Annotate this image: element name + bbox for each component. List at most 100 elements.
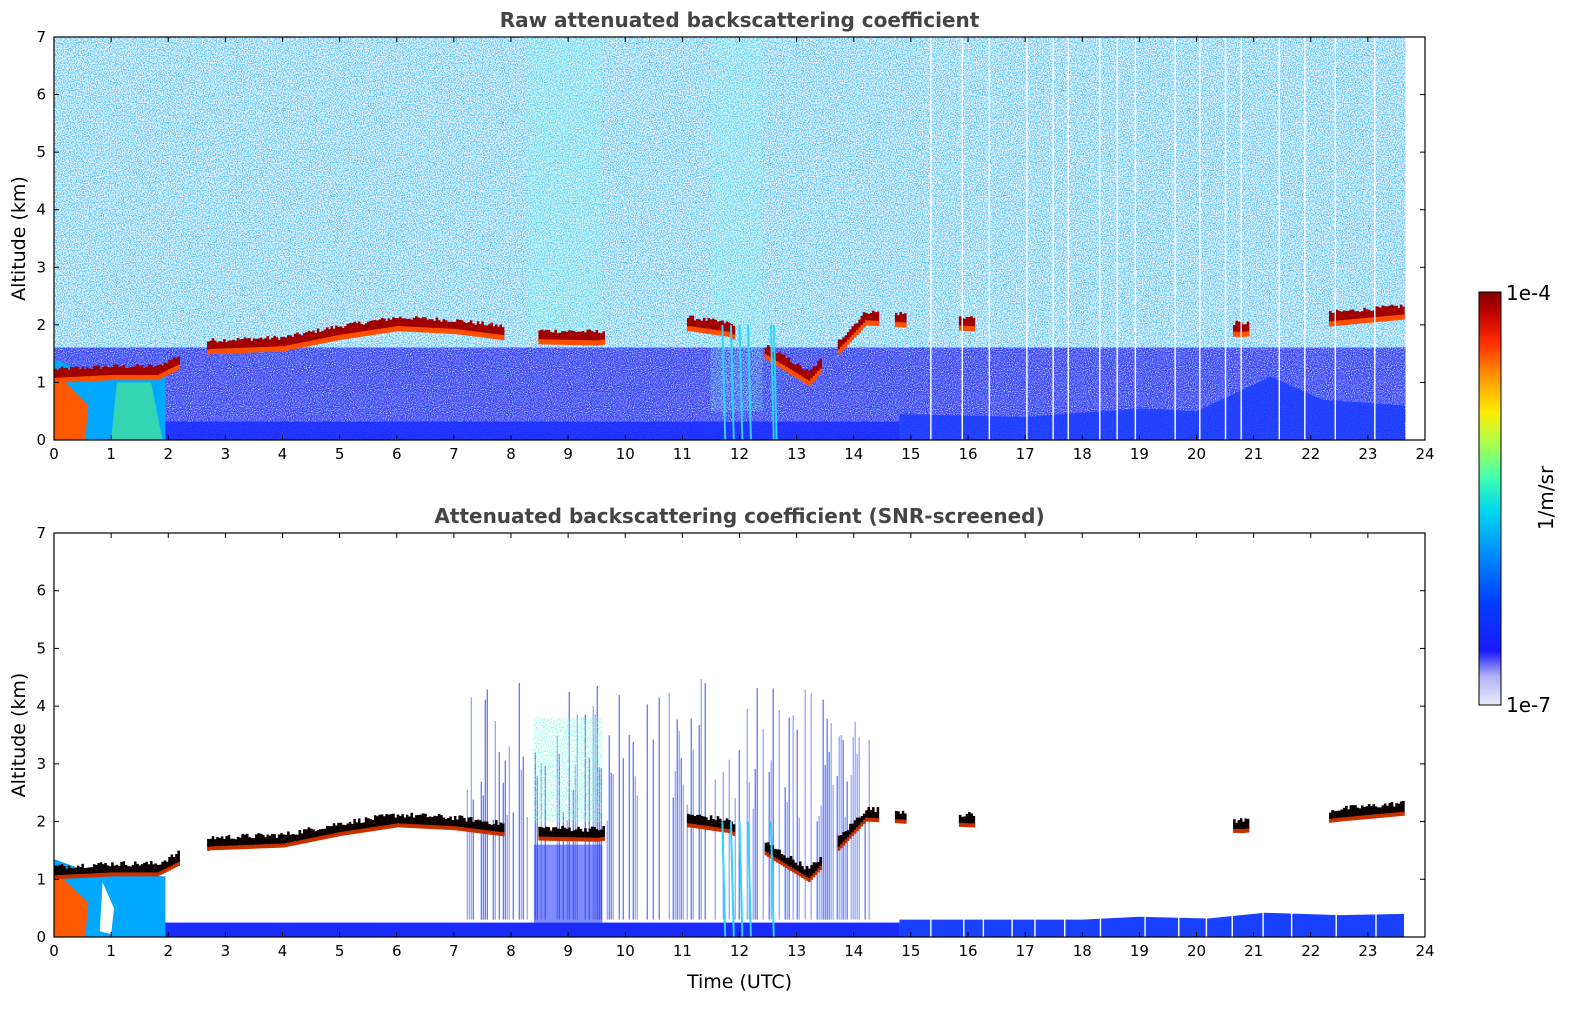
top-cloud-edge [501,334,505,341]
top-cloud-edge [1397,314,1401,321]
top-cloud-edge [373,329,377,335]
bottom-cloud-cell [1354,805,1357,818]
bottom-cloud-cell [367,818,370,829]
x-tick-label: 0 [49,445,59,463]
bottom-cloud-edge [769,854,772,859]
top-cloud-cell [1358,311,1362,321]
bottom-cloud-edge [76,874,80,879]
top-cloud-edge [844,342,848,348]
top-cloud-edge [117,374,121,381]
bottom-cloud-cell [145,861,148,874]
top-panel-title: Raw attenuated backscattering coefficien… [500,8,980,32]
bottom-cloud-cell [163,860,167,871]
bottom-cloud-edge [101,872,105,877]
bottom-cloud-edge [111,872,114,877]
bottom-cloud-edge [81,873,84,878]
top-cloud-cell [243,337,247,350]
bottom-boundary-layer [162,922,900,937]
bottom-cloud-edge [229,845,233,850]
top-cloud-cell [805,369,809,382]
top-cloud-cell [172,357,176,369]
top-cloud-cell [545,329,548,342]
bottom-cloud-edge [773,857,777,862]
bottom-cloud-cell [686,813,690,825]
top-cloud-edge [399,326,402,332]
top-cloud-cell [259,337,263,349]
bottom-cloud-edge [271,843,274,848]
top-cloud-cell [321,330,324,341]
top-cloud-cell [851,326,855,337]
bottom-cloud-edge [970,823,973,828]
top-cloud-edge [540,339,544,345]
top-cloud-cell [862,312,866,325]
bottom-cloud-edge [245,844,249,849]
bottom-cloud-edge [463,827,466,832]
top-cloud-cell [241,338,244,350]
y-tick-label: 1 [36,870,46,888]
top-cloud-edge [574,339,578,346]
top-cloud-edge [357,331,361,338]
bottom-cloud-cell [837,835,841,848]
x-tick-label: 22 [1301,445,1320,463]
top-cloud-edge [972,326,976,332]
bottom-cloud-edge [497,831,500,836]
bottom-cloud-cell [787,857,791,867]
top-cloud-edge [63,377,66,383]
top-cloud-cell [846,332,850,342]
y-tick-label: 4 [36,697,46,715]
top-cloud-edge [1335,320,1339,326]
bottom-cloud-cell [129,866,132,874]
bottom-cloud-cell [549,830,553,838]
bottom-cloud-edge [323,835,327,840]
bottom-cloud-cell [540,827,544,838]
top-cloud-edge [72,376,75,383]
top-cloud-edge [81,376,84,382]
bottom-cloud-edge [261,844,265,849]
bottom-cloud-edge [348,830,352,835]
top-cloud-cell [72,367,75,379]
bottom-cloud-edge [451,826,455,831]
bottom-cloud-cell [396,814,400,825]
top-cloud-cell [558,332,562,342]
top-cloud-cell [702,317,706,330]
top-cloud-edge [794,372,797,378]
top-cloud-edge [554,339,557,345]
bottom-cloud-edge [817,868,820,873]
bottom-cloud-edge [1372,814,1376,819]
bottom-cloud-edge [572,837,576,842]
top-convective-streak [738,324,744,441]
top-cloud-cell [392,317,395,329]
top-cloud-edge [785,366,788,372]
top-cloud-cell [1383,306,1387,318]
top-cloud-edge [435,327,439,334]
bottom-cloud-edge [1370,814,1373,819]
bottom-cloud-cell [872,807,875,820]
top-cloud-edge [367,330,370,336]
top-cloud-edge [483,332,487,338]
top-cloud-edge [74,376,78,382]
bottom-cloud-edge [83,873,87,878]
bottom-cloud-cell [570,831,573,839]
top-cloud-cell [1361,311,1364,320]
top-cloud-edge [696,327,699,333]
top-cloud-cell [108,367,112,377]
top-cloud-edge [456,329,459,335]
bottom-cloud-cell [709,815,713,828]
top-cloud-cell [408,318,411,329]
top-cloud-edge [447,328,450,334]
top-cloud-edge [570,339,573,346]
x-tick-label: 0 [49,942,59,960]
bottom-cloud-edge [335,832,338,837]
top-cloud-edge [108,375,112,381]
bottom-cloud-edge [159,871,162,876]
bottom-cloud-cell [700,815,704,827]
bottom-cloud-cell [355,822,359,831]
bottom-cloud-cell [456,819,459,828]
top-cloud-edge [1356,318,1360,324]
bottom-cloud-cell [789,855,793,869]
top-cloud-cell [175,358,178,368]
top-cloud-edge [364,330,368,337]
top-cloud-cell [344,326,347,336]
bottom-cloud-cell [339,822,343,834]
top-cloud-edge [894,321,898,328]
